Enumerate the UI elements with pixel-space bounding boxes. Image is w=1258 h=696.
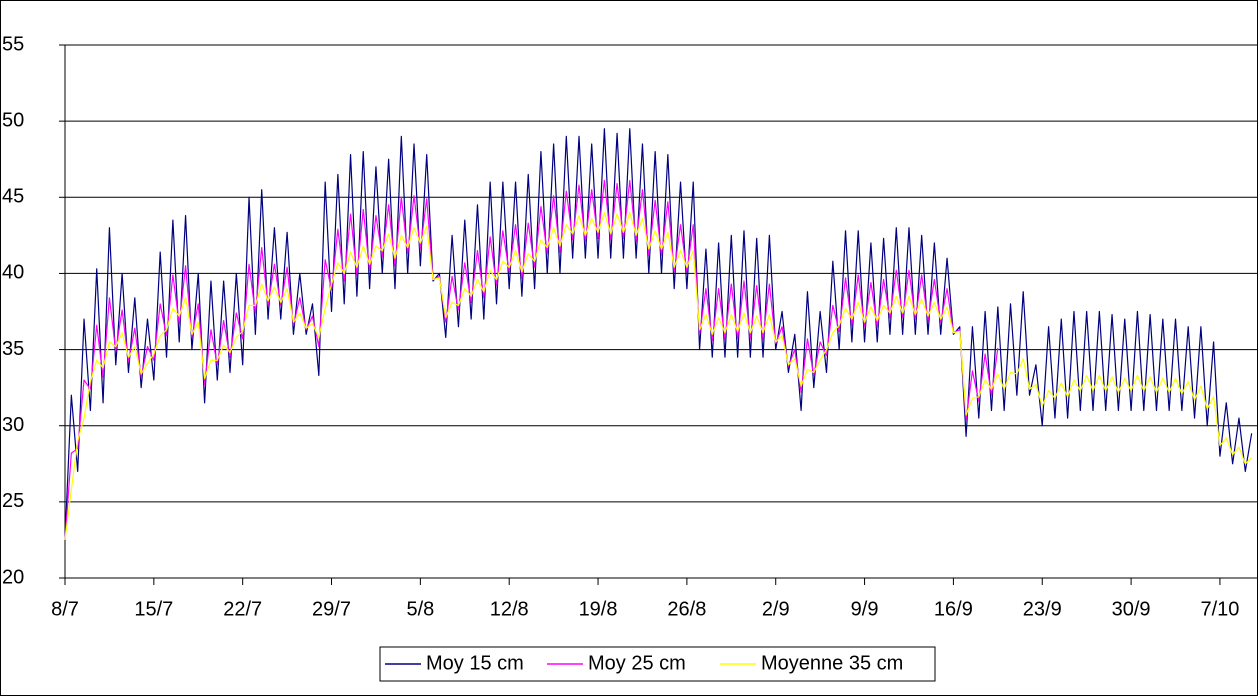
y-tick-label: 55 bbox=[2, 33, 24, 55]
series-line bbox=[64, 211, 1253, 541]
y-tick-label: 30 bbox=[2, 414, 24, 436]
y-tick-label: 35 bbox=[2, 338, 24, 360]
x-tick-label: 7/10 bbox=[1200, 598, 1239, 620]
x-tick-label: 29/7 bbox=[312, 598, 351, 620]
y-tick-label: 25 bbox=[2, 490, 24, 512]
x-tick-label: 23/9 bbox=[1023, 598, 1062, 620]
series-line bbox=[64, 128, 1253, 540]
y-tick-label: 40 bbox=[2, 262, 24, 284]
x-tick-label: 19/8 bbox=[579, 598, 618, 620]
x-tick-label: 30/9 bbox=[1112, 598, 1151, 620]
series-line bbox=[64, 179, 999, 540]
x-tick-label: 12/8 bbox=[490, 598, 529, 620]
legend-label: Moy 15 cm bbox=[426, 652, 524, 674]
y-tick-label: 50 bbox=[2, 109, 24, 131]
x-tick-label: 15/7 bbox=[134, 598, 173, 620]
x-tick-label: 8/7 bbox=[51, 598, 79, 620]
x-tick-label: 16/9 bbox=[934, 598, 973, 620]
x-tick-label: 9/9 bbox=[851, 598, 879, 620]
x-tick-label: 2/9 bbox=[762, 598, 790, 620]
y-tick-label: 20 bbox=[2, 566, 24, 588]
legend-label: Moyenne 35 cm bbox=[761, 652, 903, 674]
legend-box bbox=[379, 646, 936, 682]
x-tick-label: 26/8 bbox=[667, 598, 706, 620]
y-tick-label: 45 bbox=[2, 186, 24, 208]
x-tick-label: 5/8 bbox=[406, 598, 434, 620]
legend-label: Moy 25 cm bbox=[588, 652, 686, 674]
x-tick-label: 22/7 bbox=[223, 598, 262, 620]
